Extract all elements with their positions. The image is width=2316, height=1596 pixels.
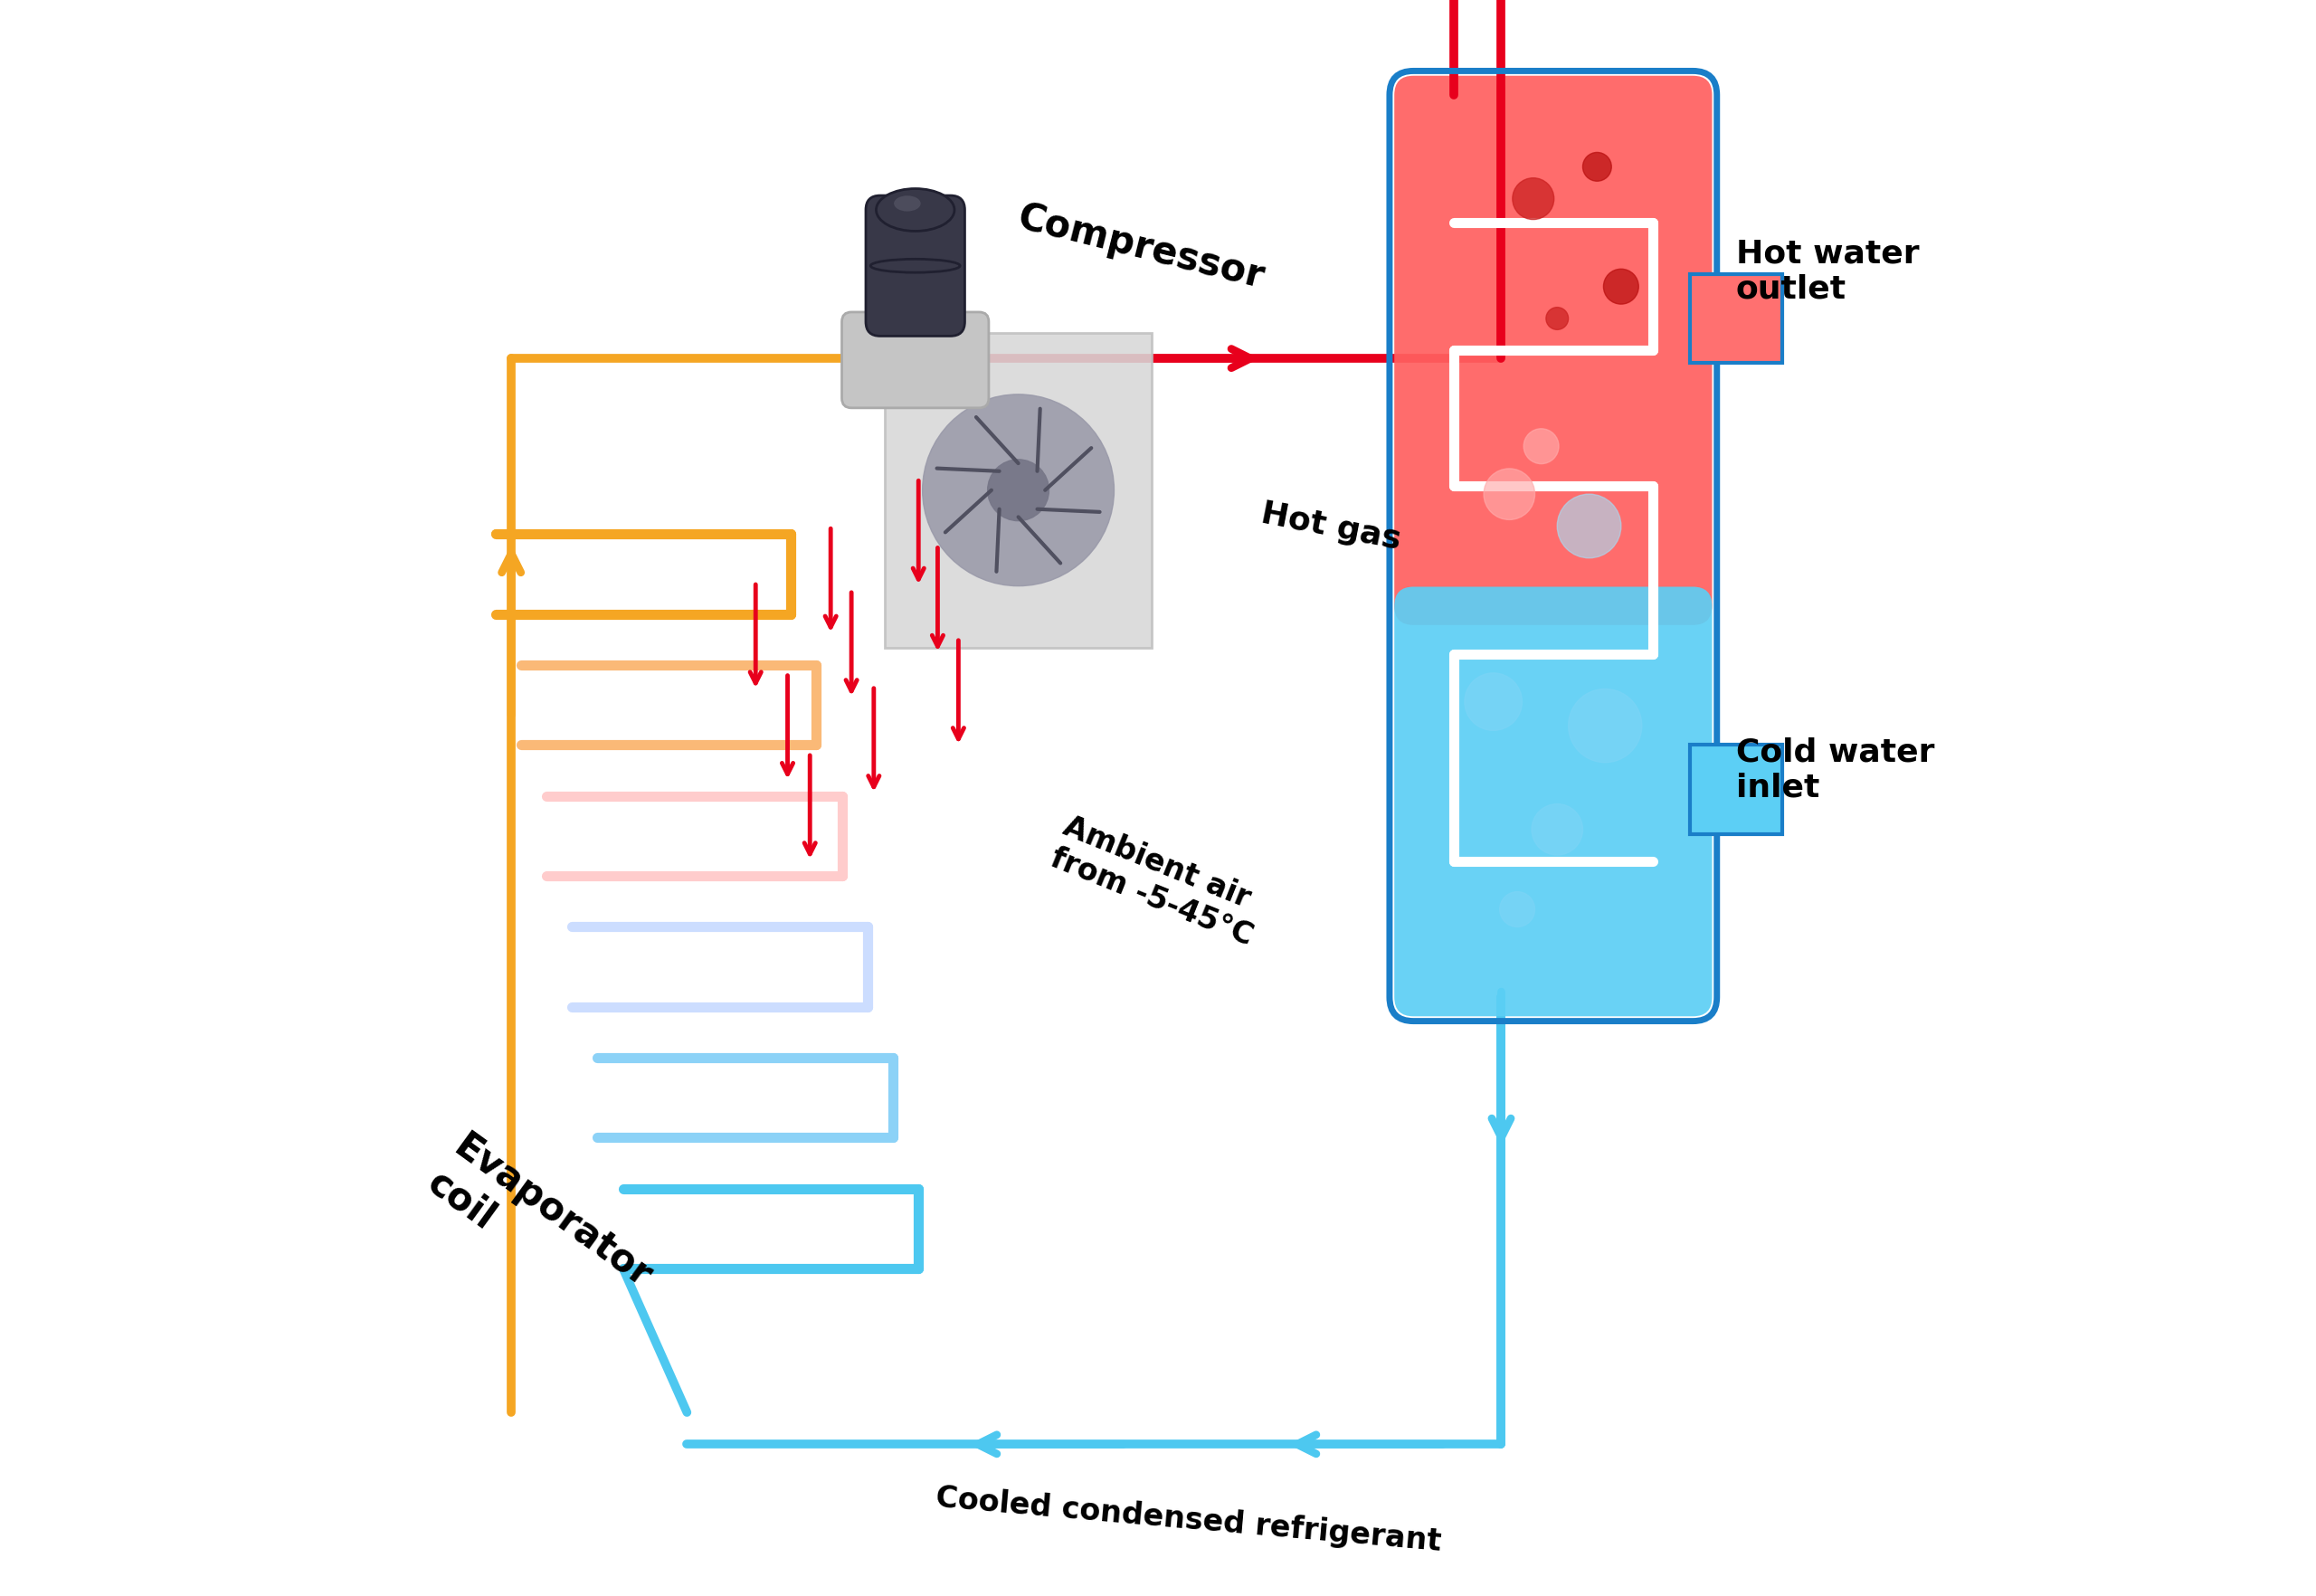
Circle shape xyxy=(1531,804,1582,855)
Circle shape xyxy=(1501,892,1536,927)
Text: Evaporator
coil: Evaporator coil xyxy=(419,1127,658,1331)
Ellipse shape xyxy=(894,196,922,212)
Circle shape xyxy=(922,394,1114,587)
Circle shape xyxy=(1524,429,1559,464)
Circle shape xyxy=(1603,270,1640,305)
Circle shape xyxy=(1582,153,1612,182)
Circle shape xyxy=(1485,469,1536,520)
FancyBboxPatch shape xyxy=(866,196,966,337)
Text: Compressor: Compressor xyxy=(1014,198,1269,297)
Text: Hot gas: Hot gas xyxy=(1258,498,1403,555)
FancyBboxPatch shape xyxy=(841,313,989,409)
Ellipse shape xyxy=(875,190,954,231)
Circle shape xyxy=(1556,495,1621,559)
FancyBboxPatch shape xyxy=(885,334,1151,648)
Circle shape xyxy=(987,460,1049,522)
Text: Ambient air
from -5-45°C: Ambient air from -5-45°C xyxy=(1047,811,1269,951)
FancyBboxPatch shape xyxy=(1394,77,1712,626)
Circle shape xyxy=(1512,179,1554,220)
FancyBboxPatch shape xyxy=(1394,587,1712,1017)
Circle shape xyxy=(1547,308,1568,330)
Text: Hot water
outlet: Hot water outlet xyxy=(1737,238,1920,305)
FancyBboxPatch shape xyxy=(1691,745,1783,835)
Circle shape xyxy=(1568,689,1642,763)
Circle shape xyxy=(1464,674,1522,731)
Text: Cooled condensed refrigerant: Cooled condensed refrigerant xyxy=(933,1483,1443,1556)
FancyBboxPatch shape xyxy=(1691,275,1783,364)
Text: Cold water
inlet: Cold water inlet xyxy=(1737,736,1934,803)
